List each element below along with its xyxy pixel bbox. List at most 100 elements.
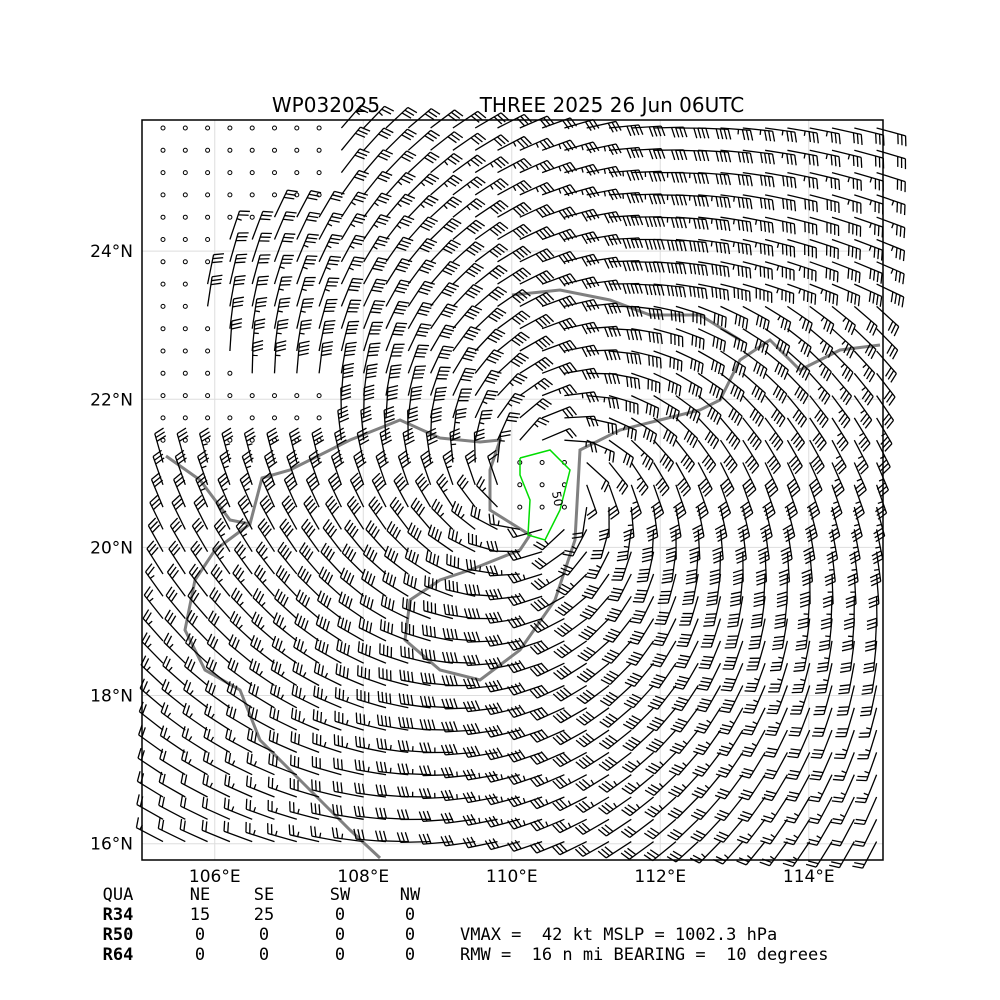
wind-barb — [757, 416, 765, 427]
wind-barb — [794, 154, 797, 166]
wind-barb — [535, 231, 544, 241]
wind-barb — [741, 367, 747, 378]
wind-barb — [403, 174, 414, 181]
wind-barb — [425, 550, 429, 561]
wind-barb — [362, 544, 369, 555]
wind-barb — [190, 589, 197, 600]
wind-barb — [634, 283, 639, 294]
wind-barb — [647, 460, 654, 471]
wind-barb — [598, 536, 610, 541]
wind-barb — [362, 760, 365, 772]
wind-barb — [376, 278, 387, 282]
wind-barb — [688, 596, 699, 626]
wind-barb — [667, 462, 675, 472]
wind-barb — [581, 167, 584, 173]
wind-barb — [452, 580, 455, 592]
wind-barb — [816, 439, 825, 449]
wind-barb — [296, 190, 312, 218]
wind-barb — [652, 194, 658, 205]
wind-barb — [821, 617, 832, 622]
wind-barb — [509, 412, 521, 415]
wind-barb — [695, 830, 706, 836]
wind-barb — [430, 324, 447, 352]
wind-barb — [865, 749, 871, 752]
wind-barb — [466, 769, 473, 780]
wind-barb — [379, 427, 390, 434]
wind-barb — [297, 734, 300, 745]
wind-barb — [650, 784, 661, 791]
wind-barb — [155, 457, 165, 465]
wind-barb — [729, 613, 740, 616]
wind-barb — [325, 522, 333, 532]
wind-barb — [558, 570, 569, 576]
wind-barb — [497, 201, 524, 218]
wind-barb — [405, 598, 408, 610]
wind-barb — [312, 431, 323, 438]
wind-barb — [660, 333, 663, 345]
wind-barb — [421, 265, 432, 271]
wind-barb — [678, 263, 683, 275]
wind-barb — [723, 174, 727, 185]
wind-barb — [672, 436, 678, 447]
wind-barb — [152, 449, 162, 458]
wind-barb — [885, 393, 894, 403]
wind-barb — [831, 194, 861, 204]
wind-barb — [703, 655, 714, 659]
wind-barb — [263, 502, 272, 511]
wind-barb — [854, 840, 866, 844]
wind-barb — [539, 400, 549, 408]
wind-barb — [698, 238, 728, 245]
wind-barb — [513, 818, 543, 830]
table-header: NE — [190, 885, 210, 905]
wind-barb — [364, 571, 369, 582]
wind-barb — [738, 315, 742, 327]
wind-barb — [700, 796, 721, 820]
wind-barb — [790, 458, 799, 468]
wind-barb — [559, 843, 568, 852]
wind-barb — [787, 149, 818, 157]
wind-barb — [655, 635, 667, 639]
wind-barb — [631, 328, 661, 335]
wind-barb — [586, 462, 610, 484]
wind-barb — [310, 453, 320, 461]
wind-barb — [237, 495, 247, 504]
wind-barb — [312, 789, 342, 798]
calm — [205, 237, 211, 242]
wind-barb — [452, 154, 478, 174]
wind-barb — [677, 774, 699, 798]
wind-barb — [496, 634, 503, 645]
wind-barb — [457, 505, 463, 517]
wind-barb — [676, 818, 699, 841]
wind-barb — [482, 400, 488, 405]
wind-barb — [421, 244, 433, 250]
wind-barb — [875, 484, 888, 514]
wind-barb — [710, 436, 717, 447]
wind-barb — [272, 612, 278, 623]
wind-barb — [592, 186, 600, 197]
wind-barb — [681, 633, 692, 636]
wind-barb — [465, 332, 476, 338]
wind-barb — [546, 160, 555, 169]
wind-barb — [710, 241, 713, 247]
wind-barb — [443, 345, 454, 349]
wind-barb — [446, 465, 452, 469]
wind-barb — [727, 625, 738, 628]
wind-barb — [158, 771, 163, 783]
wind-barb — [706, 599, 718, 603]
wind-barb — [383, 406, 395, 411]
wind-barb — [879, 489, 889, 498]
wind-barb — [747, 796, 766, 822]
wind-barb — [709, 577, 720, 582]
wind-barb — [650, 805, 660, 813]
wind-barb — [754, 338, 759, 349]
wind-barb — [587, 605, 598, 611]
wind-barb — [892, 349, 899, 360]
wind-barb — [392, 576, 397, 588]
wind-barb — [705, 763, 710, 768]
wind-barb — [795, 643, 807, 647]
wind-barb — [854, 523, 860, 527]
wind-barb — [818, 661, 829, 665]
wind-barb — [826, 550, 837, 557]
wind-barb — [468, 584, 473, 595]
wind-barb — [552, 736, 561, 746]
